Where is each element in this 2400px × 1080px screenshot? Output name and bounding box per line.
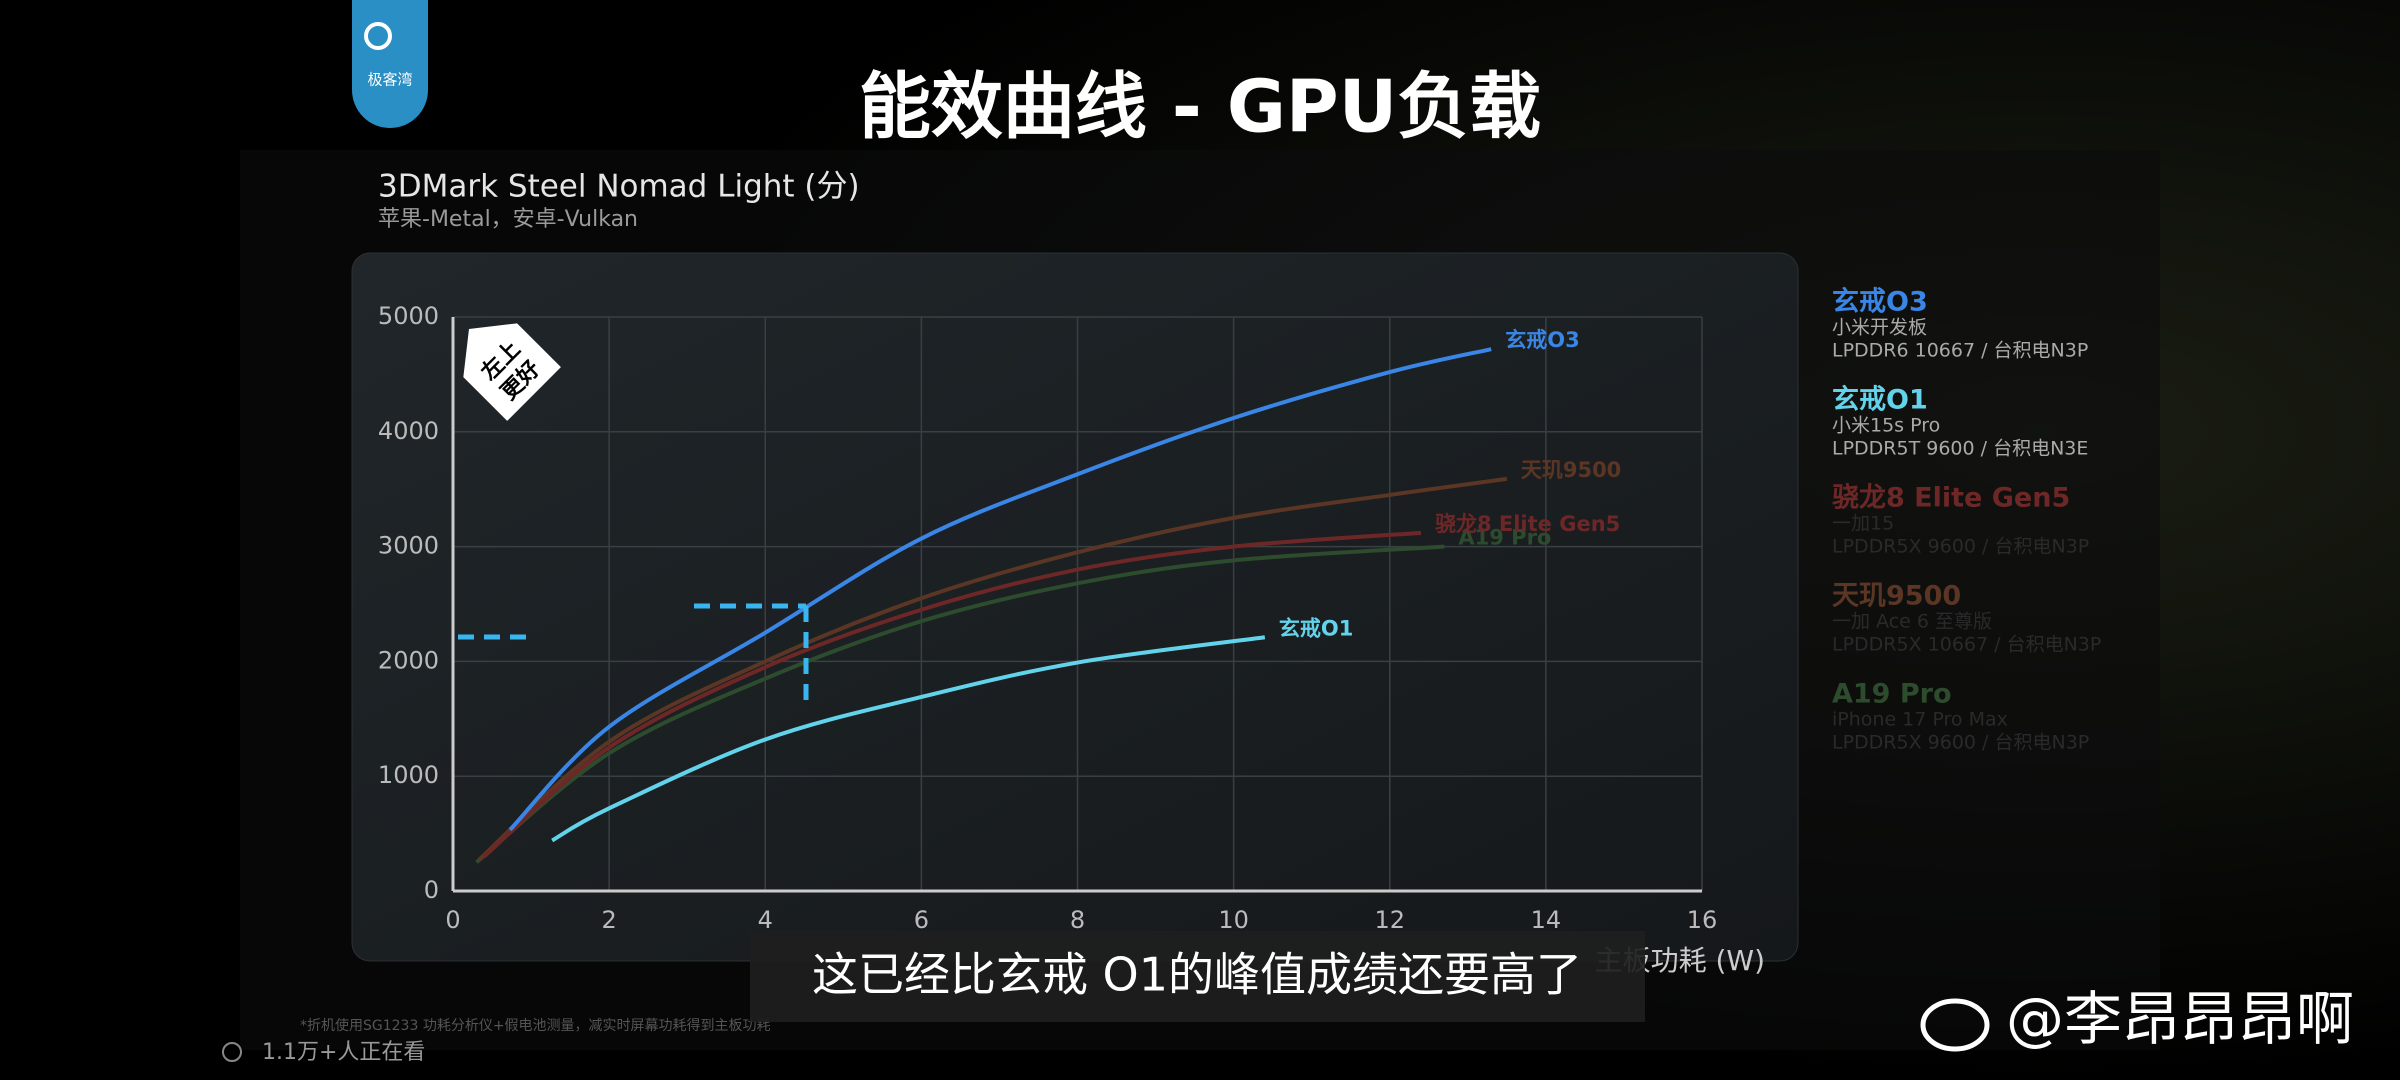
badge-shape: [463, 323, 561, 421]
caption: 这已经比玄戒 O1的峰值成绩还要高了: [812, 948, 1582, 1002]
series-label: 玄戒O1: [1279, 616, 1353, 640]
chart-panel: [351, 252, 1799, 962]
series-label: 骁龙8 Elite Gen5: [1435, 512, 1620, 536]
logo-icon: [364, 22, 392, 50]
x-tick-label: 12: [1374, 906, 1405, 934]
chart-subtitle: 苹果-Metal，安卓-Vulkan: [378, 207, 638, 232]
x-tick-label: 4: [758, 906, 773, 934]
x-tick-label: 16: [1687, 906, 1718, 934]
legend-device: iPhone 17 Pro Max: [1832, 709, 2008, 731]
series-label: 玄戒O3: [1505, 328, 1579, 352]
y-tick-label: 5000: [378, 302, 439, 330]
series-line: [482, 530, 1422, 859]
annotation-dashes: [458, 603, 809, 708]
weibo-logo: [1920, 998, 1990, 1052]
legend-device: 小米开发板: [1832, 317, 1927, 339]
series-label: A19 Pro: [1458, 526, 1551, 550]
y-tick-label: 0: [424, 876, 439, 904]
legend-spec: LPDDR5T 9600 / 台积电N3E: [1832, 438, 2088, 460]
series-line: [475, 544, 1445, 864]
legend-name: A19 Pro: [1832, 679, 1952, 710]
legend-device: 一加15: [1832, 513, 1894, 535]
logo-text: 极客湾: [367, 71, 412, 89]
caption-box: [750, 931, 1645, 1022]
legend-name: 骁龙8 Elite Gen5: [1832, 483, 2070, 514]
legend-device: 小米15s Pro: [1832, 415, 1940, 437]
series-line: [508, 347, 1492, 832]
footnote: *折机使用SG1233 功耗分析仪+假电池测量，减实时屏幕功耗得到主板功耗: [300, 1017, 771, 1034]
legend-name: 玄戒O1: [1832, 384, 1928, 416]
x-tick-label: 0: [445, 906, 460, 934]
y-tick-label: 4000: [378, 417, 439, 445]
series-label: 天玑9500: [1521, 458, 1621, 482]
legend-spec: LPDDR5X 9600 / 台积电N3P: [1832, 536, 2089, 558]
legend-spec: LPDDR5X 10667 / 台积电N3P: [1832, 634, 2101, 656]
viewer-count: 1.1万+人正在看: [262, 1040, 425, 1065]
legend-name: 天玑9500: [1832, 581, 1961, 612]
x-tick-label: 8: [1070, 906, 1085, 934]
chart-title: 3DMark Steel Nomad Light (分): [378, 169, 860, 205]
series-line: [551, 635, 1266, 843]
x-tick-label: 14: [1531, 906, 1562, 934]
legend-name: 玄戒O3: [1832, 286, 1928, 318]
viewers-icon: [222, 1042, 242, 1062]
slide-title: 能效曲线 - GPU负载: [859, 65, 1541, 149]
x-tick-label: 10: [1218, 906, 1249, 934]
legend-spec: LPDDR5X 9600 / 台积电N3P: [1832, 732, 2089, 754]
x-tick-label: 2: [601, 906, 616, 934]
y-tick-label: 2000: [378, 646, 439, 674]
series-line: [477, 476, 1508, 862]
legend-device: 一加 Ace 6 至尊版: [1832, 611, 1992, 633]
watermark: @李昂昂昂啊: [2006, 985, 2354, 1053]
x-tick-label: 6: [914, 906, 929, 934]
logo-badge: [352, 0, 428, 128]
y-tick-label: 1000: [378, 761, 439, 789]
legend-spec: LPDDR6 10667 / 台积电N3P: [1832, 340, 2088, 362]
y-tick-label: 3000: [378, 532, 439, 560]
